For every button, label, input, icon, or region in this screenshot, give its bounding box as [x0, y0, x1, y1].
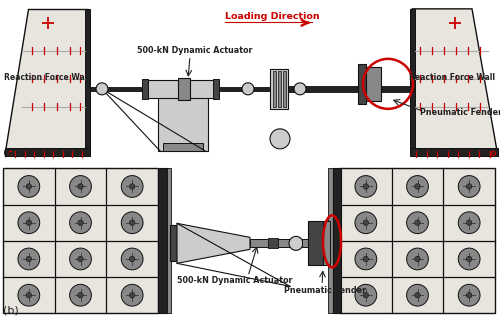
- Circle shape: [294, 83, 306, 95]
- Bar: [302, 239, 310, 247]
- Bar: [268, 238, 278, 249]
- Circle shape: [355, 248, 376, 270]
- Bar: [158, 168, 167, 313]
- Circle shape: [363, 293, 368, 298]
- Circle shape: [78, 256, 83, 262]
- Bar: [278, 71, 281, 107]
- Circle shape: [355, 175, 376, 197]
- Circle shape: [122, 175, 143, 197]
- Text: Pneumatic Fender: Pneumatic Fender: [284, 286, 366, 295]
- Circle shape: [270, 129, 290, 149]
- Circle shape: [415, 184, 420, 189]
- Bar: [358, 64, 366, 104]
- Circle shape: [466, 256, 472, 262]
- Circle shape: [18, 248, 40, 270]
- Bar: [3, 168, 158, 313]
- Bar: [270, 69, 288, 109]
- Text: Pneumatic Fender: Pneumatic Fender: [420, 108, 500, 117]
- Circle shape: [78, 220, 83, 226]
- Circle shape: [466, 184, 472, 189]
- Circle shape: [130, 293, 135, 298]
- Bar: [142, 79, 148, 99]
- Bar: [333, 168, 341, 313]
- Bar: [410, 148, 498, 156]
- Bar: [170, 225, 177, 261]
- Circle shape: [78, 293, 83, 298]
- Polygon shape: [5, 9, 88, 151]
- Text: Loading Direction: Loading Direction: [225, 12, 320, 21]
- Circle shape: [122, 212, 143, 234]
- Circle shape: [242, 83, 254, 95]
- Circle shape: [466, 220, 472, 226]
- Circle shape: [70, 175, 92, 197]
- Circle shape: [18, 284, 40, 306]
- Bar: [85, 9, 90, 151]
- Bar: [273, 71, 276, 107]
- Bar: [145, 80, 215, 98]
- Circle shape: [130, 184, 135, 189]
- Circle shape: [406, 284, 428, 306]
- Text: (b): (b): [3, 305, 19, 315]
- Circle shape: [70, 212, 92, 234]
- Text: Reaction Force Wall: Reaction Force Wall: [409, 73, 495, 82]
- Circle shape: [122, 248, 143, 270]
- Circle shape: [78, 184, 83, 189]
- Polygon shape: [412, 9, 497, 151]
- Circle shape: [26, 293, 32, 298]
- Bar: [178, 78, 190, 100]
- Circle shape: [363, 220, 368, 226]
- Circle shape: [415, 220, 420, 226]
- Bar: [213, 79, 219, 99]
- Circle shape: [458, 248, 480, 270]
- Text: Reaction Force Wall: Reaction Force Wall: [4, 73, 90, 82]
- Bar: [158, 89, 208, 151]
- Bar: [5, 148, 90, 156]
- Text: (a): (a): [3, 148, 18, 158]
- Bar: [308, 221, 323, 265]
- Bar: [167, 168, 171, 313]
- Circle shape: [96, 83, 108, 95]
- Bar: [322, 221, 330, 265]
- Circle shape: [458, 175, 480, 197]
- Circle shape: [466, 293, 472, 298]
- Bar: [328, 168, 333, 313]
- Circle shape: [406, 212, 428, 234]
- Text: 500-kN Dynamic Actuator: 500-kN Dynamic Actuator: [137, 46, 253, 55]
- Polygon shape: [177, 223, 250, 263]
- Circle shape: [458, 284, 480, 306]
- Circle shape: [355, 284, 376, 306]
- Circle shape: [415, 256, 420, 262]
- Bar: [340, 168, 495, 313]
- Circle shape: [70, 284, 92, 306]
- Circle shape: [26, 256, 32, 262]
- Circle shape: [363, 256, 368, 262]
- Bar: [283, 71, 286, 107]
- Circle shape: [18, 175, 40, 197]
- Circle shape: [130, 220, 135, 226]
- Bar: [90, 87, 325, 91]
- Circle shape: [458, 212, 480, 234]
- Bar: [250, 239, 295, 247]
- Circle shape: [130, 256, 135, 262]
- Bar: [410, 9, 415, 151]
- Circle shape: [26, 220, 32, 226]
- Circle shape: [18, 212, 40, 234]
- Bar: [366, 67, 381, 101]
- Circle shape: [363, 184, 368, 189]
- Circle shape: [70, 248, 92, 270]
- Circle shape: [289, 236, 303, 250]
- Circle shape: [122, 284, 143, 306]
- Text: 500-kN Dynamic Actuator: 500-kN Dynamic Actuator: [177, 276, 293, 285]
- Circle shape: [406, 175, 428, 197]
- Circle shape: [355, 212, 376, 234]
- Circle shape: [415, 293, 420, 298]
- Circle shape: [406, 248, 428, 270]
- Bar: [288, 86, 413, 92]
- Circle shape: [26, 184, 32, 189]
- Bar: [163, 143, 203, 151]
